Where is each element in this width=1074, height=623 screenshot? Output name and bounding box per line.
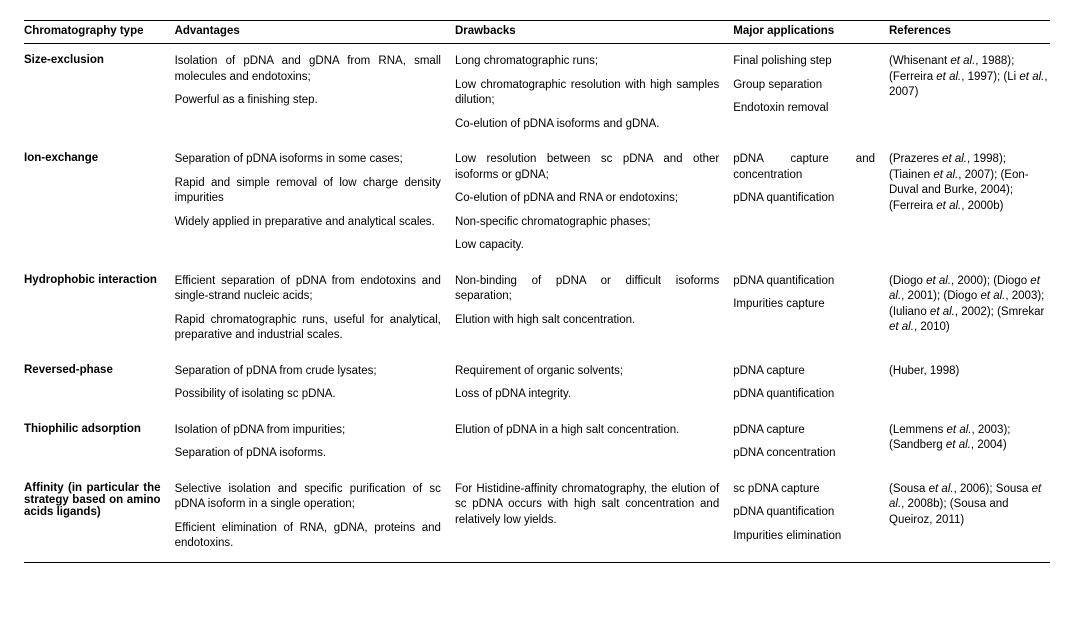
cell-advantages: Selective isolation and specific purific…	[175, 472, 455, 563]
drawback-item: Low resolution between sc pDNA and other…	[455, 152, 719, 183]
col-header-ref: References	[889, 21, 1050, 44]
advantage-item: Selective isolation and specific purific…	[175, 482, 441, 513]
advantage-item: Widely applied in preparative and analyt…	[175, 215, 441, 231]
cell-advantages: Separation of pDNA isoforms in some case…	[175, 142, 455, 264]
cell-applications: pDNA quantification Impurities capture	[733, 264, 889, 354]
reference-item: (Diogo et al., 2003);	[943, 290, 1044, 302]
drawback-item: Elution of pDNA in a high salt concentra…	[455, 423, 719, 439]
col-header-type: Chromatography type	[24, 21, 175, 44]
col-header-app: Major applications	[733, 21, 889, 44]
application-item: Impurities elimination	[733, 529, 875, 545]
drawback-item: Long chromatographic runs;	[455, 54, 719, 70]
reference-item: (Diogo et al., 2000);	[889, 275, 993, 287]
cell-type: Size-exclusion	[24, 44, 175, 143]
cell-drawbacks: Non-binding of pDNA or difficult isoform…	[455, 264, 733, 354]
advantage-item: Rapid and simple removal of low charge d…	[175, 176, 441, 207]
application-item: pDNA quantification	[733, 274, 875, 290]
application-item: pDNA quantification	[733, 505, 875, 521]
advantage-item: Rapid chromatographic runs, useful for a…	[175, 313, 441, 344]
cell-type: Reversed-phase	[24, 354, 175, 413]
cell-drawbacks: Requirement of organic solvents; Loss of …	[455, 354, 733, 413]
application-item: pDNA quantification	[733, 191, 875, 207]
reference-item: (Ferreira et al., 2000b)	[889, 200, 1003, 212]
reference-item: (Sandberg et al., 2004)	[889, 439, 1007, 451]
table-row: Reversed-phaseSeparation of pDNA from cr…	[24, 354, 1050, 413]
drawback-item: Low capacity.	[455, 238, 719, 254]
drawback-item: Non-binding of pDNA or difficult isoform…	[455, 274, 719, 305]
advantage-item: Powerful as a finishing step.	[175, 93, 441, 109]
application-item: pDNA quantification	[733, 387, 875, 403]
table-row: Affinity (in particular the strategy bas…	[24, 472, 1050, 563]
application-item: Group separation	[733, 78, 875, 94]
table-row: Size-exclusionIsolation of pDNA and gDNA…	[24, 44, 1050, 143]
application-item: Impurities capture	[733, 297, 875, 313]
cell-references: (Diogo et al., 2000); (Diogo et al., 200…	[889, 264, 1050, 354]
drawback-item: Loss of pDNA integrity.	[455, 387, 719, 403]
reference-item: (Huber, 1998)	[889, 365, 959, 377]
application-item: pDNA concentration	[733, 446, 875, 462]
reference-item: (Sousa et al., 2006);	[889, 483, 996, 495]
cell-references: (Whisenant et al., 1988); (Ferreira et a…	[889, 44, 1050, 143]
cell-applications: Final polishing step Group separation Endo…	[733, 44, 889, 143]
cell-type: Affinity (in particular the strategy bas…	[24, 472, 175, 563]
application-item: Final polishing step	[733, 54, 875, 70]
cell-applications: pDNA capture and concentration pDNA quant…	[733, 142, 889, 264]
reference-item: (Tiainen et al., 2007);	[889, 169, 1000, 181]
drawback-item: Low chromatographic resolution with high…	[455, 78, 719, 109]
cell-drawbacks: Long chromatographic runs; Low chromatogr…	[455, 44, 733, 143]
advantage-item: Separation of pDNA from crude lysates;	[175, 364, 441, 380]
cell-references: (Lemmens et al., 2003); (Sandberg et al.…	[889, 413, 1050, 472]
cell-drawbacks: Elution of pDNA in a high salt concentra…	[455, 413, 733, 472]
advantage-item: Possibility of isolating sc pDNA.	[175, 387, 441, 403]
advantage-item: Efficient separation of pDNA from endoto…	[175, 274, 441, 305]
drawback-item: Requirement of organic solvents;	[455, 364, 719, 380]
cell-references: (Prazeres et al., 1998); (Tiainen et al.…	[889, 142, 1050, 264]
reference-item: (Iuliano et al., 2002);	[889, 306, 997, 318]
application-item: pDNA capture	[733, 364, 875, 380]
cell-drawbacks: For Histidine-affinity chromatography, t…	[455, 472, 733, 563]
table-row: Ion-exchangeSeparation of pDNA isoforms …	[24, 142, 1050, 264]
drawback-item: For Histidine-affinity chromatography, t…	[455, 482, 719, 529]
advantage-item: Isolation of pDNA and gDNA from RNA, sma…	[175, 54, 441, 85]
cell-applications: sc pDNA capture pDNA quantification Impuri…	[733, 472, 889, 563]
col-header-adv: Advantages	[175, 21, 455, 44]
drawback-item: Co-elution of pDNA and RNA or endotoxins…	[455, 191, 719, 207]
cell-advantages: Efficient separation of pDNA from endoto…	[175, 264, 455, 354]
reference-item: (Lemmens et al., 2003);	[889, 424, 1010, 436]
application-item: pDNA capture	[733, 423, 875, 439]
cell-type: Thiophilic adsorption	[24, 413, 175, 472]
application-item: Endotoxin removal	[733, 101, 875, 117]
application-item: pDNA capture and concentration	[733, 152, 875, 183]
drawback-item: Elution with high salt concentration.	[455, 313, 719, 329]
cell-type: Hydrophobic interaction	[24, 264, 175, 354]
table-body: Size-exclusionIsolation of pDNA and gDNA…	[24, 44, 1050, 563]
cell-type: Ion-exchange	[24, 142, 175, 264]
drawback-item: Co-elution of pDNA isoforms and gDNA.	[455, 117, 719, 133]
cell-applications: pDNA capture pDNA concentration	[733, 413, 889, 472]
advantage-item: Separation of pDNA isoforms.	[175, 446, 441, 462]
application-item: sc pDNA capture	[733, 482, 875, 498]
advantage-item: Isolation of pDNA from impurities;	[175, 423, 441, 439]
col-header-draw: Drawbacks	[455, 21, 733, 44]
cell-applications: pDNA capture pDNA quantification	[733, 354, 889, 413]
reference-item: (Ferreira et al., 1997);	[889, 71, 1003, 83]
cell-references: (Sousa et al., 2006); Sousa et al., 2008…	[889, 472, 1050, 563]
chromatography-table: Chromatography type Advantages Drawbacks…	[24, 20, 1050, 563]
table-row: Hydrophobic interactionEfficient separat…	[24, 264, 1050, 354]
cell-advantages: Isolation of pDNA from impurities; Separa…	[175, 413, 455, 472]
reference-item: (Whisenant et al., 1988);	[889, 55, 1014, 67]
cell-advantages: Isolation of pDNA and gDNA from RNA, sma…	[175, 44, 455, 143]
table-header-row: Chromatography type Advantages Drawbacks…	[24, 21, 1050, 44]
advantage-item: Efficient elimination of RNA, gDNA, prot…	[175, 521, 441, 552]
cell-advantages: Separation of pDNA from crude lysates; Po…	[175, 354, 455, 413]
advantage-item: Separation of pDNA isoforms in some case…	[175, 152, 441, 168]
cell-references: (Huber, 1998)	[889, 354, 1050, 413]
drawback-item: Non-specific chromatographic phases;	[455, 215, 719, 231]
table-row: Thiophilic adsorptionIsolation of pDNA f…	[24, 413, 1050, 472]
reference-item: (Prazeres et al., 1998);	[889, 153, 1006, 165]
cell-drawbacks: Low resolution between sc pDNA and other…	[455, 142, 733, 264]
